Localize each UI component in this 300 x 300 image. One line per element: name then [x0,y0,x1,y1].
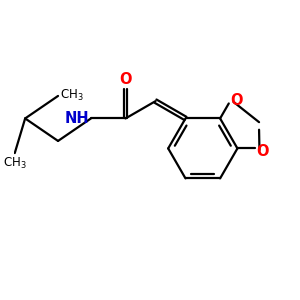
Text: O: O [230,93,243,108]
Text: O: O [256,144,269,159]
Text: NH: NH [65,111,89,126]
Text: O: O [119,72,132,87]
Text: CH$_3$: CH$_3$ [60,88,83,103]
Text: CH$_3$: CH$_3$ [3,156,27,171]
